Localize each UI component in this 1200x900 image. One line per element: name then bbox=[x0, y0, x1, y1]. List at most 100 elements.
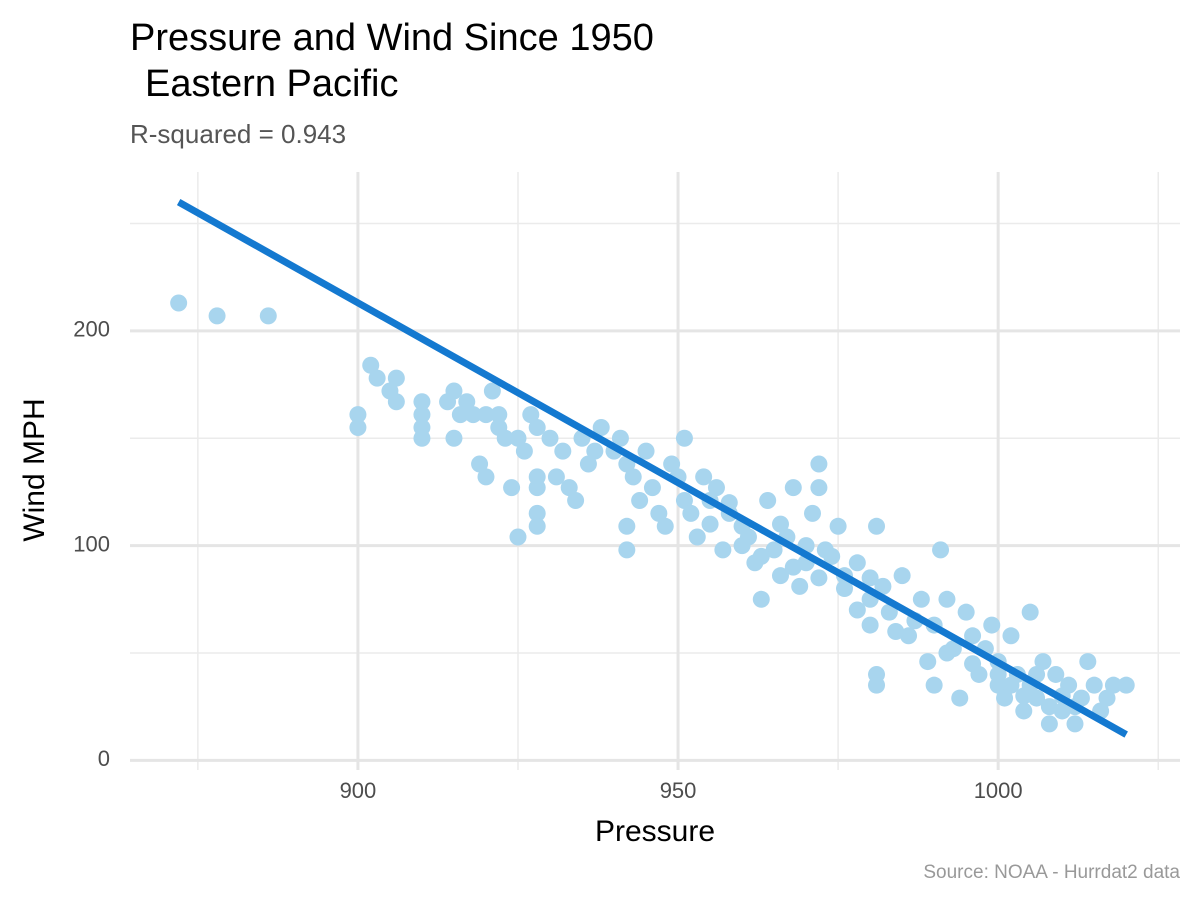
point bbox=[932, 541, 950, 559]
point bbox=[663, 455, 681, 473]
point bbox=[592, 419, 610, 437]
point bbox=[784, 558, 802, 576]
point bbox=[951, 689, 969, 707]
point bbox=[1015, 687, 1033, 705]
point bbox=[810, 455, 828, 473]
point bbox=[675, 492, 693, 510]
point bbox=[848, 601, 866, 619]
point bbox=[964, 655, 982, 673]
point bbox=[752, 547, 770, 565]
x-axis-label: Pressure bbox=[595, 815, 715, 848]
y-axis-label: Wind MPH bbox=[18, 398, 51, 541]
point bbox=[880, 603, 898, 621]
point bbox=[413, 429, 431, 447]
point bbox=[1104, 676, 1122, 694]
point bbox=[624, 468, 642, 486]
point bbox=[579, 455, 597, 473]
point bbox=[1085, 676, 1103, 694]
point bbox=[650, 504, 668, 522]
point bbox=[515, 442, 533, 460]
point bbox=[471, 455, 489, 473]
point bbox=[682, 504, 700, 522]
point bbox=[349, 419, 367, 437]
point bbox=[733, 537, 751, 555]
point bbox=[957, 603, 975, 621]
point bbox=[477, 468, 495, 486]
point bbox=[829, 517, 847, 535]
point bbox=[868, 517, 886, 535]
point bbox=[387, 369, 405, 387]
point bbox=[765, 541, 783, 559]
point bbox=[208, 307, 226, 325]
point bbox=[1021, 603, 1039, 621]
point bbox=[996, 689, 1014, 707]
point bbox=[631, 492, 649, 510]
point bbox=[925, 676, 943, 694]
point bbox=[848, 554, 866, 572]
point bbox=[509, 429, 527, 447]
x-tick-label: 900 bbox=[340, 778, 377, 803]
y-tick-label: 0 bbox=[98, 746, 110, 771]
caption: Source: NOAA - Hurrdat2 data bbox=[923, 862, 1180, 883]
point bbox=[464, 406, 482, 424]
point bbox=[522, 406, 540, 424]
point bbox=[861, 616, 879, 634]
point bbox=[810, 479, 828, 497]
point bbox=[823, 547, 841, 565]
point bbox=[810, 569, 828, 587]
point bbox=[477, 406, 495, 424]
point bbox=[836, 580, 854, 598]
point bbox=[567, 492, 585, 510]
point bbox=[349, 406, 367, 424]
point bbox=[900, 627, 918, 645]
point bbox=[541, 429, 559, 447]
point bbox=[752, 590, 770, 608]
point bbox=[387, 393, 405, 411]
chart-subtitle: R-squared = 0.943 bbox=[130, 119, 346, 149]
point bbox=[451, 406, 469, 424]
point bbox=[483, 382, 501, 400]
point bbox=[547, 468, 565, 486]
point bbox=[784, 479, 802, 497]
point bbox=[637, 442, 655, 460]
point bbox=[1002, 627, 1020, 645]
point bbox=[362, 356, 380, 374]
point bbox=[1040, 715, 1058, 733]
point bbox=[771, 515, 789, 533]
point bbox=[791, 577, 809, 595]
y-tick-label: 200 bbox=[73, 317, 110, 342]
y-tick-label: 100 bbox=[73, 531, 110, 556]
point bbox=[1079, 653, 1097, 671]
point bbox=[259, 307, 277, 325]
point bbox=[1034, 653, 1052, 671]
point bbox=[413, 406, 431, 424]
point bbox=[675, 429, 693, 447]
point bbox=[656, 517, 674, 535]
trend-line bbox=[176, 199, 1128, 738]
point bbox=[368, 369, 386, 387]
point bbox=[611, 429, 629, 447]
point bbox=[688, 528, 706, 546]
point bbox=[964, 627, 982, 645]
point bbox=[1053, 702, 1071, 720]
point bbox=[1028, 689, 1046, 707]
point bbox=[1040, 698, 1058, 716]
point bbox=[938, 644, 956, 662]
point bbox=[714, 541, 732, 559]
point bbox=[528, 517, 546, 535]
point bbox=[938, 590, 956, 608]
point bbox=[874, 577, 892, 595]
point bbox=[759, 492, 777, 510]
point bbox=[893, 567, 911, 585]
point bbox=[707, 479, 725, 497]
point bbox=[868, 676, 886, 694]
point bbox=[1015, 702, 1033, 720]
chart-title: Eastern Pacific bbox=[145, 63, 398, 105]
point bbox=[701, 515, 719, 533]
point bbox=[528, 419, 546, 437]
point bbox=[528, 479, 546, 497]
point bbox=[496, 429, 514, 447]
point bbox=[170, 294, 188, 312]
point bbox=[413, 393, 431, 411]
